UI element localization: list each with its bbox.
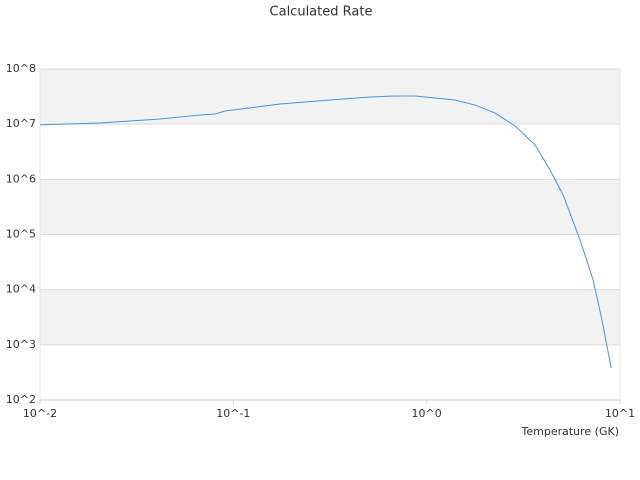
x-tick-label: 10^1 [605, 407, 635, 420]
x-tick-label: 10^0 [412, 407, 442, 420]
x-tick-label: 10^-1 [216, 407, 250, 420]
band [40, 69, 620, 125]
x-tick-label: 10^-2 [23, 407, 57, 420]
y-tick-label: 10^8 [6, 62, 36, 75]
y-tick-label: 10^3 [6, 338, 36, 351]
chart-title: Calculated Rate [270, 5, 373, 20]
band [40, 289, 620, 345]
y-tick-label: 10^2 [6, 393, 36, 406]
x-axis-title: Temperature (GK) [521, 425, 620, 438]
y-tick-label: 10^4 [6, 283, 36, 296]
y-tick-label: 10^7 [6, 117, 36, 130]
y-tick-label: 10^5 [6, 228, 36, 241]
y-tick-label: 10^6 [6, 172, 36, 185]
band [40, 179, 620, 235]
data-line [39, 95, 612, 369]
